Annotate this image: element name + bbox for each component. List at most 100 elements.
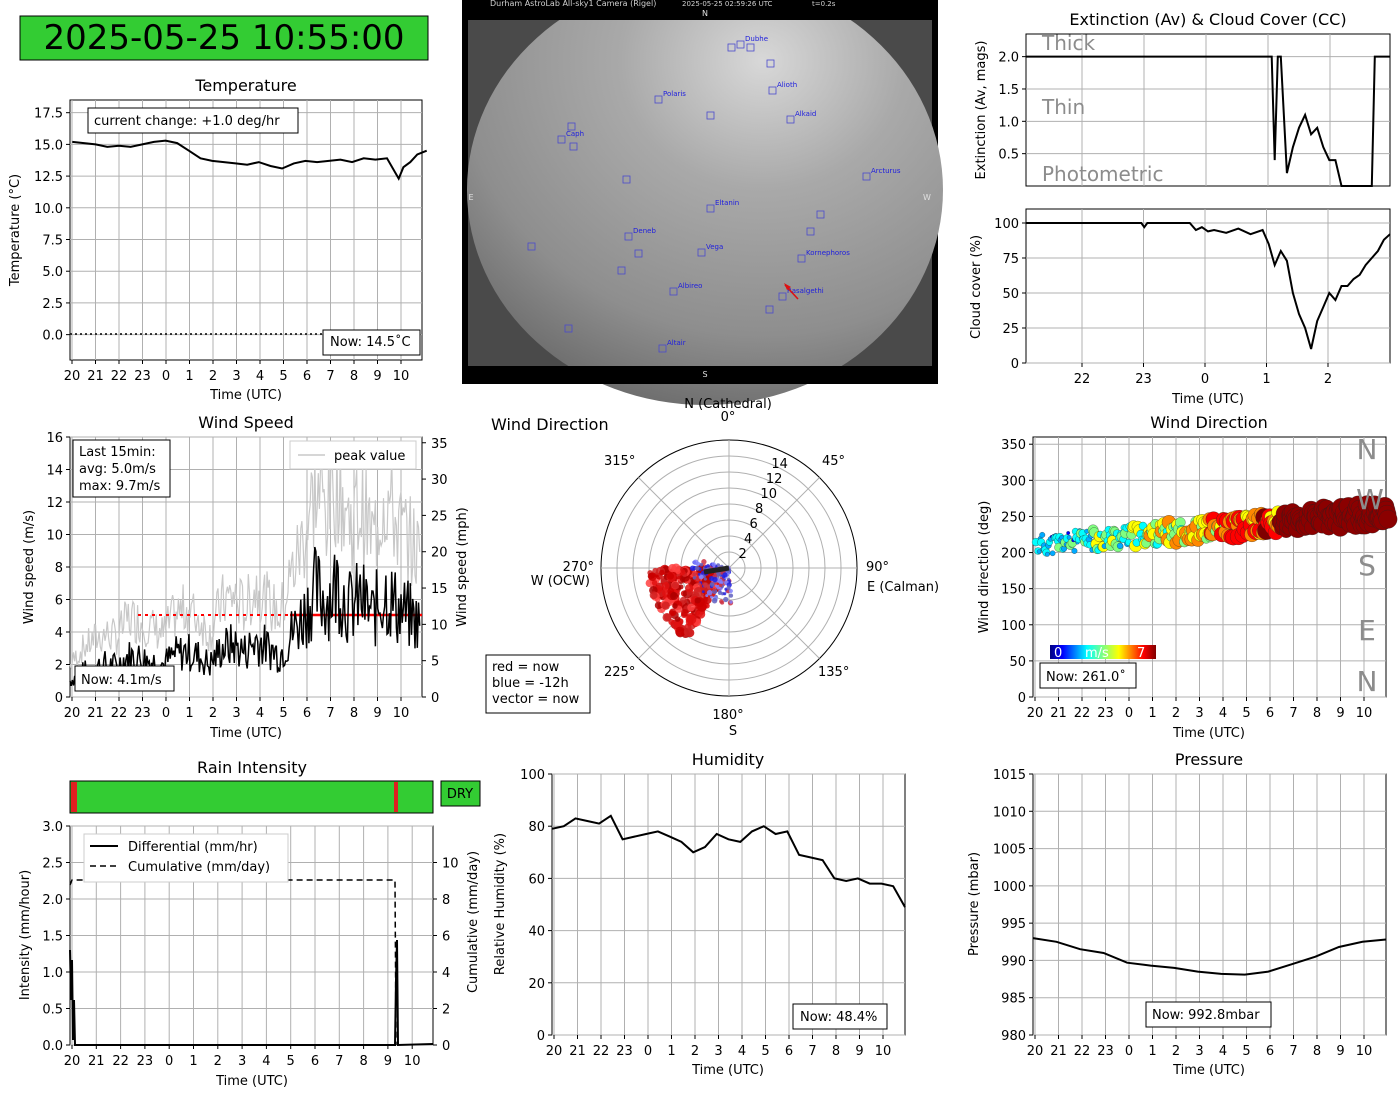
x-tick-label: 22: [111, 706, 128, 721]
wind-vector-arrowhead: [784, 283, 791, 290]
x-tick-label: 20: [1027, 1044, 1044, 1059]
y-tick-label: 990: [1001, 954, 1026, 969]
radial-tick: 2: [738, 547, 746, 562]
star-box: [658, 344, 667, 353]
x-tick-label: 23: [616, 1044, 633, 1059]
y-tick-label: 2.5: [42, 297, 63, 312]
rain-event-end: [394, 782, 398, 812]
x-tick-label: 2: [1324, 372, 1332, 387]
grid: [70, 100, 422, 360]
y-tick-label: 5.0: [42, 265, 63, 280]
x-tick-label: 1: [189, 1054, 197, 1069]
star-box: [862, 172, 871, 181]
x-tick-label: 7: [326, 369, 334, 384]
x-tick-label: 0: [162, 369, 170, 384]
compass-letter-e: E: [1358, 614, 1376, 647]
wind-point: [661, 601, 670, 610]
polar-spoke: [638, 477, 730, 569]
wind-point: [675, 568, 681, 575]
x-tick-label: 23: [134, 369, 151, 384]
wind-point: [674, 616, 681, 622]
compass-east: E (Calman): [867, 580, 939, 595]
polar-legend-3: vector = now: [492, 692, 580, 707]
x-tick-label: 1: [1262, 372, 1270, 387]
peak-series: [69, 445, 421, 670]
star-box: [527, 242, 536, 251]
wind-point: [714, 584, 718, 588]
x-tick-label: 3: [232, 369, 240, 384]
x-ticks: 22 23 0 1 2: [1074, 363, 1332, 387]
x-tick-label: 7: [1289, 706, 1297, 721]
now-box: [1145, 1001, 1272, 1028]
y-tick-label: 17.5: [34, 107, 63, 122]
wind-point: [728, 588, 733, 594]
y-tick-label: 0.5: [998, 148, 1019, 163]
x-tick-label: 2: [214, 1054, 222, 1069]
y2-tick-label: 10: [442, 857, 459, 872]
star-label: Kornephoros: [806, 249, 850, 257]
x-tick-label: 10: [393, 706, 410, 721]
y-axis-label: Wind direction (deg): [977, 501, 992, 634]
x-tick-label: 2: [1172, 706, 1180, 721]
x-tick-label: 10: [404, 1054, 421, 1069]
wind-point: [717, 590, 723, 596]
y-tick-label: 10.0: [34, 202, 63, 217]
star-box: [797, 254, 806, 263]
stats-box: [72, 439, 171, 498]
wind-point: [694, 565, 700, 571]
radial-tick: 6: [749, 517, 757, 532]
wind-point: [712, 587, 716, 591]
wind-point: [709, 595, 714, 599]
star-box: [765, 305, 774, 314]
stats-line-1: Last 15min:: [79, 445, 156, 460]
x-tick-label: 22: [112, 1054, 129, 1069]
y-tick-label: 3.0: [42, 820, 63, 835]
radial-tick: 12: [766, 472, 783, 487]
wind-point: [711, 597, 718, 604]
x-tick-label: 20: [64, 369, 81, 384]
polar-legend-1: red = now: [492, 660, 560, 675]
y-axis-label: Relative Humidity (%): [493, 833, 508, 975]
wind-point: [705, 594, 709, 598]
y-tick-label: 200: [1001, 547, 1026, 562]
y-tick-label: 2.0: [998, 51, 1019, 66]
wind-point: [670, 592, 678, 601]
y-tick-label: 100: [1001, 619, 1026, 634]
wind-point: [709, 576, 715, 581]
stats-line-2: avg: 5.0m/s: [79, 462, 156, 477]
extinction-series: [1026, 55, 1390, 187]
compass-letter-s: S: [1358, 549, 1376, 582]
y-tick-label: 0.0: [42, 329, 63, 344]
star-box: [654, 95, 663, 104]
y-ticks: 0.5 1.0 1.5 2.0: [998, 51, 1026, 163]
x-tick-label: 20: [64, 706, 81, 721]
wind-point: [662, 612, 672, 622]
camera-exposure: t=0.2s: [812, 0, 836, 8]
now-box: [322, 329, 421, 356]
direction-point: [1071, 547, 1078, 554]
wind-point: [695, 577, 700, 582]
star-box: [617, 266, 626, 275]
y-tick-label: 2.0: [42, 893, 63, 908]
plot-frame: [551, 773, 906, 1036]
x-tick-label: 1: [185, 706, 193, 721]
dry-badge: [440, 780, 481, 807]
wind-point: [675, 626, 685, 637]
colorbar-min: 0: [1054, 646, 1062, 661]
radial-tick: 4: [744, 532, 752, 547]
star-label: Vega: [706, 243, 723, 251]
y-tick-label: 12: [46, 496, 63, 511]
star-label: Rasalgethi: [787, 287, 824, 295]
y-axis-label: Intensity (mm/hour): [18, 870, 33, 1000]
compass-east-deg: 90°: [866, 560, 889, 575]
x-tick-label: 10: [875, 1044, 892, 1059]
star-box: [806, 227, 815, 236]
star-markers: Dubhe Polaris Alioth Alkaid Caph Arcturus Elta…: [527, 35, 901, 353]
x-tick-label: 21: [87, 706, 104, 721]
y-ticks: 0.0 0.5 1.0 1.5 2.0 2.5 3.0: [42, 820, 70, 1054]
plot-frame: [1025, 208, 1391, 364]
wind-point: [704, 565, 708, 569]
y-axis-label: Cloud cover (%): [969, 235, 984, 339]
x-tick-label: 0: [1125, 1044, 1133, 1059]
y2-tick-label: 5: [431, 655, 439, 670]
